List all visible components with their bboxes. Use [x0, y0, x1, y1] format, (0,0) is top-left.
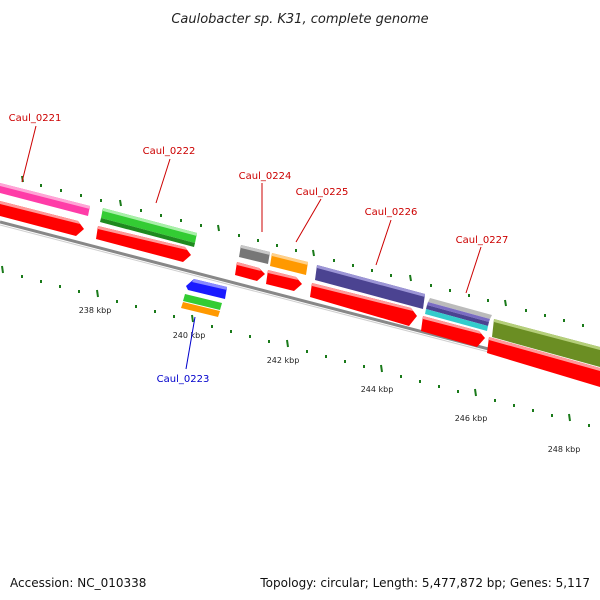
gene-label-caul-0222[interactable]: Caul_0222	[143, 146, 196, 157]
label-connectors	[21, 125, 482, 370]
feature-caul-0225[interactable]	[266, 253, 308, 291]
feature-caul-0223[interactable]	[181, 279, 227, 317]
scale-label-246kbp: 246 kbp	[455, 414, 488, 423]
scale-label-242kbp: 242 kbp	[267, 356, 300, 365]
feature-caul-0227[interactable]	[421, 298, 492, 347]
scale-label-240kbp: 240 kbp	[173, 331, 206, 340]
upper-tick-row	[21, 175, 584, 327]
genome-summary-text: Topology: circular; Length: 5,477,872 bp…	[260, 576, 590, 590]
gene-label-caul-0227[interactable]: Caul_0227	[456, 235, 509, 246]
feature-caul-0222[interactable]	[96, 208, 197, 262]
scale-label-244kbp: 244 kbp	[361, 385, 394, 394]
scale-label-238kbp: 238 kbp	[79, 306, 112, 315]
map-title: Caulobacter sp. K31, complete genome	[171, 12, 428, 27]
gene-label-caul-0221[interactable]: Caul_0221	[9, 113, 62, 124]
gene-label-caul-0224[interactable]: Caul_0224	[239, 171, 292, 182]
lower-scale-row: 238 kbp 240 kbp 242 kbp 244 kbp 246 kbp …	[1, 265, 590, 454]
scale-label-248kbp: 248 kbp	[548, 445, 581, 454]
gene-label-caul-0225[interactable]: Caul_0225	[296, 187, 349, 198]
feature-caul-0221[interactable]	[0, 183, 90, 236]
gene-label-caul-0223[interactable]: Caul_0223	[157, 374, 210, 385]
feature-caul-0224[interactable]	[235, 245, 270, 281]
feature-caul-0226[interactable]	[310, 265, 425, 326]
feature-trailing-olive[interactable]	[487, 319, 600, 387]
gene-label-caul-0226[interactable]: Caul_0226	[365, 207, 418, 218]
accession-text: Accession: NC_010338	[10, 576, 147, 590]
